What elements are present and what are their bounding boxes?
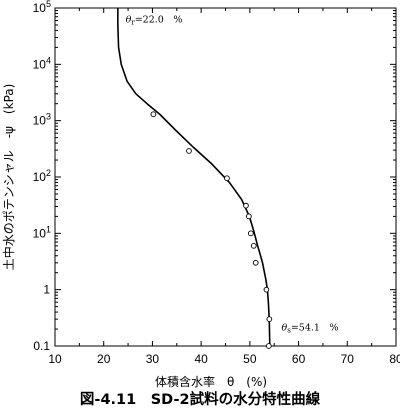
x-tick-label: 80: [389, 352, 400, 366]
y-tick-label: 102: [33, 168, 51, 184]
data-point: [252, 259, 259, 266]
y-tick-label: 1: [43, 283, 50, 297]
x-tick-label: 70: [341, 352, 355, 366]
data-point: [247, 230, 254, 237]
data-point: [266, 316, 273, 322]
data-point: [186, 148, 192, 154]
data-point: [266, 343, 272, 349]
point-layer: [150, 111, 273, 349]
data-point: [263, 286, 270, 293]
data-point: [243, 202, 249, 209]
y-tick-label: 105: [33, 0, 51, 15]
x-tick-label: 50: [243, 352, 257, 366]
x-tick-label: 10: [48, 352, 62, 366]
y-tick-label: 0.1: [33, 339, 50, 353]
data-point: [150, 111, 157, 118]
x-tick-label: 20: [97, 352, 111, 366]
y-axis-ticks: 0.1 1 101 102 103 104 105: [33, 0, 396, 353]
y-tick-label: 104: [33, 55, 51, 71]
x-tick-label: 30: [146, 352, 160, 366]
x-tick-label: 40: [194, 352, 208, 366]
fitted-curve: [117, 8, 271, 347]
y-axis-label: 土中水のポテンシャル -ψ (kPa): [1, 84, 16, 271]
annotation-label: θs=54.1 %: [282, 322, 339, 334]
x-tick-label: 60: [292, 352, 306, 366]
y-tick-label: 101: [33, 224, 51, 240]
annotation-label: θr=22.0 %: [126, 15, 183, 27]
data-point: [224, 175, 230, 182]
x-axis-label: 体積含水率 θ (%): [155, 374, 267, 389]
annotation-layer: θr=22.0 % θs=54.1 %: [126, 15, 339, 335]
x-axis-ticks: 10 20 30 40 50 60 70 80: [48, 8, 400, 366]
data-point: [250, 242, 257, 249]
figure-caption: 図-4.11 SD-2試料の水分特性曲線: [80, 390, 321, 408]
curve-layer: [117, 8, 271, 347]
y-tick-label: 103: [33, 112, 51, 128]
data-point: [246, 213, 252, 220]
